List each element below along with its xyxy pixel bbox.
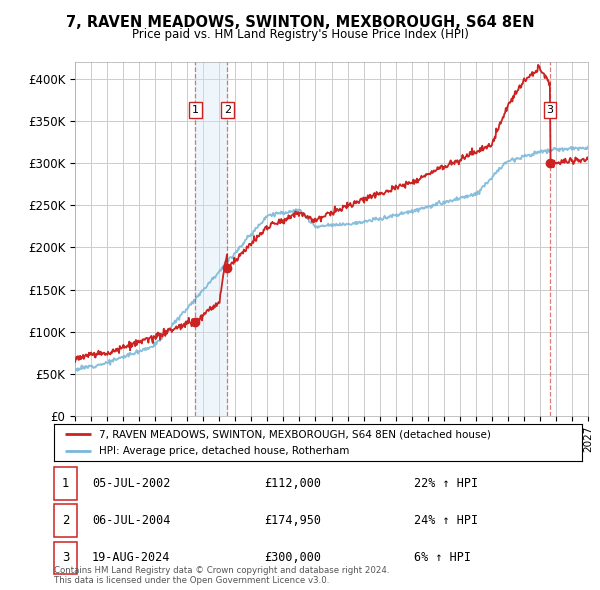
- Text: 6% ↑ HPI: 6% ↑ HPI: [414, 551, 471, 565]
- Text: 3: 3: [62, 551, 69, 565]
- Text: 2: 2: [62, 514, 69, 527]
- Text: 05-JUL-2002: 05-JUL-2002: [92, 477, 170, 490]
- Text: 24% ↑ HPI: 24% ↑ HPI: [414, 514, 478, 527]
- Text: HPI: Average price, detached house, Rotherham: HPI: Average price, detached house, Roth…: [99, 447, 349, 456]
- Text: 06-JUL-2004: 06-JUL-2004: [92, 514, 170, 527]
- Text: Price paid vs. HM Land Registry's House Price Index (HPI): Price paid vs. HM Land Registry's House …: [131, 28, 469, 41]
- Bar: [196, 62, 227, 416]
- Text: Contains HM Land Registry data © Crown copyright and database right 2024.
This d: Contains HM Land Registry data © Crown c…: [54, 566, 389, 585]
- Text: 1: 1: [192, 105, 199, 114]
- Text: 19-AUG-2024: 19-AUG-2024: [92, 551, 170, 565]
- Text: £174,950: £174,950: [264, 514, 321, 527]
- Text: 2: 2: [224, 105, 231, 114]
- Text: £300,000: £300,000: [264, 551, 321, 565]
- Text: £112,000: £112,000: [264, 477, 321, 490]
- Text: 22% ↑ HPI: 22% ↑ HPI: [414, 477, 478, 490]
- Text: 1: 1: [62, 477, 69, 490]
- Text: 7, RAVEN MEADOWS, SWINTON, MEXBOROUGH, S64 8EN (detached house): 7, RAVEN MEADOWS, SWINTON, MEXBOROUGH, S…: [99, 430, 491, 439]
- Text: 7, RAVEN MEADOWS, SWINTON, MEXBOROUGH, S64 8EN: 7, RAVEN MEADOWS, SWINTON, MEXBOROUGH, S…: [66, 15, 534, 30]
- Text: 3: 3: [547, 105, 554, 114]
